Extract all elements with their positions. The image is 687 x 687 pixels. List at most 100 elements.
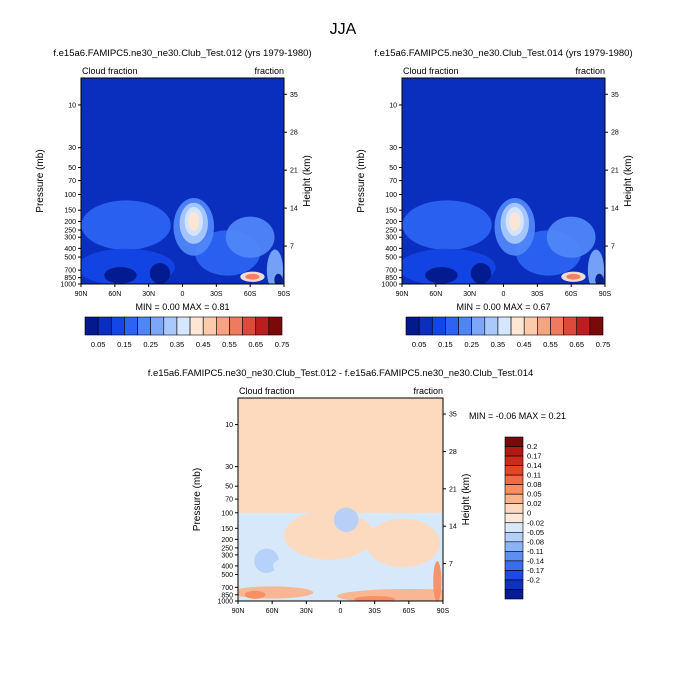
y-tick-label: 200: [385, 219, 397, 226]
height-tick-label: 28: [449, 449, 457, 456]
x-tick-label: 60S: [244, 291, 257, 298]
contour-region: [587, 249, 605, 284]
contour-region: [244, 590, 266, 599]
height-tick-label: 21: [449, 486, 457, 493]
data-field: [402, 78, 605, 284]
colorbar-swatch: [110, 316, 125, 336]
x-tick-label: 0: [502, 291, 506, 298]
colorbar-swatch: [504, 493, 524, 505]
colorbar-swatch: [137, 316, 151, 336]
height-tick-label: 28: [611, 130, 619, 137]
height-tick-label: 14: [290, 206, 298, 213]
colorbar-swatch: [504, 560, 524, 571]
height-tick-label: 14: [449, 524, 457, 531]
colorbar-swatch: [510, 316, 525, 336]
colorbar-swatch: [229, 316, 243, 336]
colorbar-label: 0: [527, 509, 531, 518]
contour-region: [245, 273, 260, 280]
x-tick-label: 90S: [599, 291, 612, 298]
y-tick-label: 1000: [381, 282, 397, 289]
x-tick-label: 90N: [75, 291, 88, 298]
contour-region: [566, 273, 581, 280]
colorbar-label: 0.75: [596, 340, 611, 349]
colorbar-swatch: [504, 484, 524, 495]
x-tick-label: 0: [339, 608, 343, 615]
x-tick-label: 60N: [266, 608, 279, 615]
y-tick-label: 30: [68, 145, 76, 152]
colorbar-swatch: [504, 570, 524, 581]
data-field: [81, 78, 284, 284]
y-tick-label: 700: [221, 585, 233, 592]
x-tick-label: 30S: [368, 608, 381, 615]
y-tick-label: 300: [385, 235, 397, 242]
x-tick-label: 60S: [403, 608, 416, 615]
x-tick-label: 60N: [108, 291, 121, 298]
colorbar-swatch: [418, 316, 433, 336]
x-tick-label: 30S: [210, 291, 223, 298]
data-field: [238, 398, 443, 601]
height-tick-label: 35: [449, 412, 457, 419]
colorbar-swatch: [563, 316, 578, 336]
colorbar-label: 0.05: [527, 490, 542, 499]
right-corner-label: fraction: [575, 66, 605, 76]
y-tick-label: 10: [68, 102, 76, 109]
y-tick-label: 500: [221, 572, 233, 579]
y-tick-label: 700: [64, 268, 76, 275]
height-tick-label: 7: [449, 561, 453, 568]
min-max-text: MIN = 0.00 MAX = 0.81: [135, 302, 229, 312]
colorbar-swatch: [504, 455, 524, 466]
y-tick-label: 10: [389, 102, 397, 109]
min-max-text: MIN = -0.06 MAX = 0.21: [469, 411, 566, 421]
contour-region: [595, 273, 604, 284]
y-tick-label: 250: [385, 228, 397, 235]
colorbar-swatch: [97, 316, 112, 336]
y-tick-label: 100: [64, 192, 76, 199]
contour-region: [266, 249, 284, 284]
colorbar-swatch: [504, 579, 524, 590]
x-tick-label: 0: [181, 291, 185, 298]
y-tick-label: 300: [64, 235, 76, 242]
colorbar-label: 0.15: [438, 340, 453, 349]
y-tick-label: 1000: [60, 282, 76, 289]
contour-region: [272, 557, 306, 575]
colorbar-swatch: [504, 531, 524, 543]
colorbar-label: 0.35: [170, 340, 185, 349]
colorbar-swatch: [242, 316, 257, 336]
colorbar-swatch: [484, 316, 499, 336]
x-tick-label: 90N: [396, 291, 409, 298]
contour-region: [509, 212, 521, 231]
colorbar-label: -0.02: [527, 518, 544, 527]
height-tick-label: 21: [290, 168, 298, 175]
colorbar-label: 0.65: [569, 340, 584, 349]
colorbar-swatch: [504, 512, 524, 524]
colorbar-swatch: [576, 316, 591, 336]
y-tick-label: 100: [221, 510, 233, 517]
colorbar-swatch: [504, 541, 524, 552]
y-tick-label: 850: [385, 275, 397, 282]
colorbar-label: 0.75: [275, 340, 290, 349]
height-tick-label: 14: [611, 206, 619, 213]
colorbar-swatch: [189, 316, 204, 336]
contour-region: [284, 510, 375, 560]
contour-region: [402, 200, 492, 250]
y-tick-label: 700: [385, 268, 397, 275]
right-corner-label: fraction: [254, 66, 284, 76]
colorbar-swatch: [504, 465, 524, 476]
chart-panel-1: f.e15a6.FAMIPC5.ne30_ne30.Club_Test.012 …: [35, 48, 313, 312]
contour-region: [81, 200, 171, 250]
y-tick-label: 850: [221, 592, 233, 599]
colorbar-swatch: [268, 316, 283, 336]
colorbar-swatch: [216, 316, 230, 336]
contour-region: [366, 518, 441, 568]
contour-region: [274, 273, 283, 284]
left-corner-label: Cloud fraction: [239, 386, 295, 396]
colorbar-swatch: [202, 316, 217, 336]
y-tick-label: 400: [221, 563, 233, 570]
y-tick-label: 200: [64, 219, 76, 226]
y-tick-label: 250: [64, 228, 76, 235]
colorbar-label: -0.2: [527, 575, 540, 584]
colorbar-swatch: [150, 316, 165, 336]
colorbar-label: 0.35: [491, 340, 506, 349]
height-tick-label: 7: [290, 244, 294, 251]
y-tick-label: 300: [221, 552, 233, 559]
